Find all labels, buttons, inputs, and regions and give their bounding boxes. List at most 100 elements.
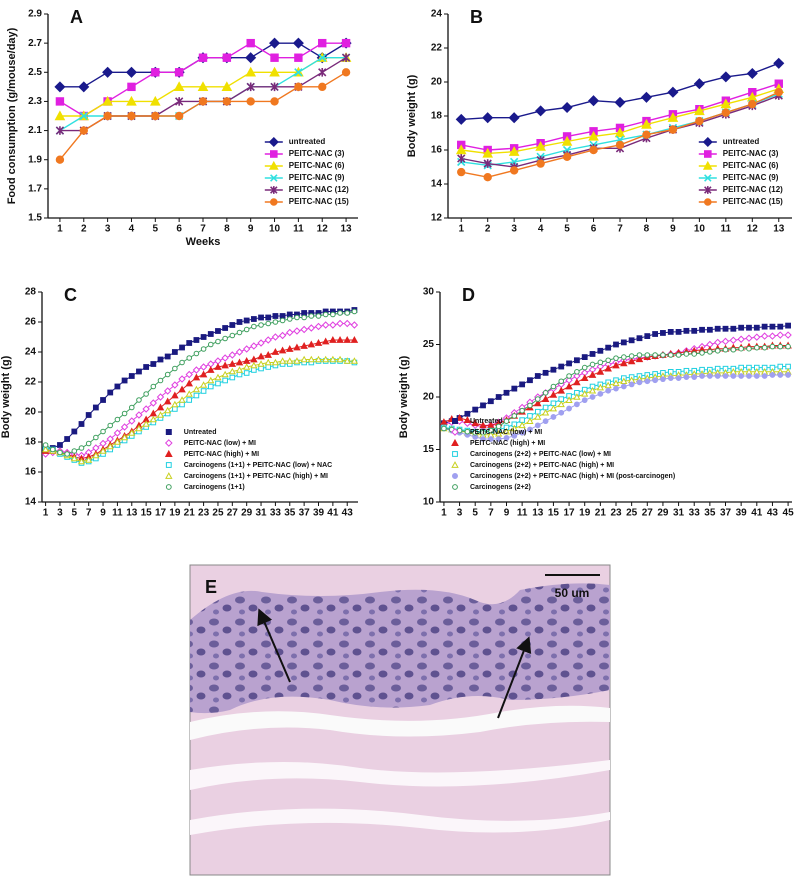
data-point	[193, 392, 200, 399]
data-point	[156, 393, 165, 401]
data-point	[464, 410, 471, 417]
data-point	[279, 317, 286, 324]
data-point	[483, 172, 492, 182]
tissue-gap	[190, 760, 610, 790]
x-tick-label: 10	[269, 224, 281, 235]
data-point	[511, 385, 518, 392]
legend-marker	[451, 438, 459, 446]
x-tick-label: 8	[224, 224, 230, 235]
y-tick-label: 20	[25, 407, 37, 418]
data-point	[71, 448, 78, 454]
data-point	[70, 454, 78, 462]
data-point	[573, 378, 581, 386]
data-point	[293, 327, 301, 335]
data-point	[92, 451, 100, 459]
data-point	[706, 326, 713, 333]
data-point	[300, 325, 308, 334]
legend-marker	[165, 429, 172, 436]
data-point	[777, 323, 784, 330]
data-point	[171, 391, 179, 399]
data-point	[322, 355, 330, 363]
data-point	[628, 353, 635, 359]
panel-label: A	[70, 7, 83, 27]
data-point	[588, 95, 600, 107]
data-point	[746, 373, 752, 379]
x-tick-label: 13	[126, 508, 138, 519]
legend-label: Carcinogens (2+2)	[470, 484, 531, 491]
legend-marker	[451, 428, 459, 436]
data-point	[264, 336, 272, 344]
data-point	[286, 344, 294, 352]
legend-marker	[702, 136, 713, 148]
data-point	[581, 364, 588, 371]
data-point	[558, 363, 565, 370]
data-point	[613, 341, 619, 348]
x-tick-label: 39	[313, 508, 325, 519]
data-point	[588, 130, 599, 141]
data-point	[746, 324, 752, 331]
data-point	[251, 367, 257, 373]
data-point	[293, 343, 301, 351]
data-point	[78, 81, 90, 93]
data-point	[186, 355, 193, 361]
data-point	[541, 408, 550, 416]
data-point	[588, 386, 597, 394]
y-axis-label: Food consumption (g/mouse/day)	[6, 27, 18, 204]
data-point	[243, 317, 250, 324]
data-point	[85, 412, 92, 418]
tissue-gap	[190, 705, 610, 740]
data-point	[344, 310, 351, 316]
x-tick-label: 31	[255, 508, 267, 519]
data-point	[534, 413, 542, 420]
data-point	[642, 130, 651, 139]
data-point	[293, 357, 301, 364]
data-point	[71, 428, 78, 435]
data-point	[596, 383, 604, 391]
data-point	[667, 352, 674, 358]
data-point	[186, 340, 193, 346]
data-point	[652, 352, 658, 358]
x-tick-label: 5	[72, 508, 78, 519]
data-point	[125, 66, 137, 78]
data-point	[54, 110, 66, 121]
data-point	[163, 397, 172, 405]
data-point	[667, 112, 679, 122]
x-tick-label: 25	[212, 508, 224, 519]
data-point	[164, 353, 171, 360]
data-point	[178, 375, 186, 383]
legend-label: PEITC-NAC (high) + MI	[470, 440, 545, 447]
data-point	[221, 81, 233, 92]
x-tick-label: 29	[241, 508, 253, 519]
data-point	[271, 347, 280, 355]
data-point	[186, 397, 193, 403]
data-point	[164, 406, 172, 414]
y-tick-label: 18	[25, 437, 37, 448]
data-point	[257, 339, 265, 347]
data-point	[604, 364, 612, 372]
y-tick-label: 2.1	[28, 125, 42, 136]
y-tick-label: 12	[431, 213, 443, 224]
data-point	[748, 99, 757, 109]
data-point	[79, 111, 88, 121]
data-point	[519, 381, 526, 388]
data-point	[534, 373, 541, 379]
data-point	[549, 404, 558, 412]
data-point	[307, 324, 316, 332]
data-point	[699, 350, 705, 356]
data-point	[527, 426, 533, 433]
data-point	[628, 337, 635, 344]
data-point	[64, 436, 71, 442]
data-point	[566, 373, 572, 379]
data-point	[102, 66, 114, 78]
data-point	[215, 380, 221, 387]
data-point	[581, 390, 589, 397]
data-point	[337, 310, 343, 316]
legend-label: PEITC-NAC (6)	[723, 161, 779, 170]
data-point	[518, 421, 526, 429]
data-point	[246, 97, 255, 106]
data-point	[164, 371, 171, 378]
data-point	[511, 413, 518, 419]
legend-label: Untreated	[470, 418, 503, 425]
